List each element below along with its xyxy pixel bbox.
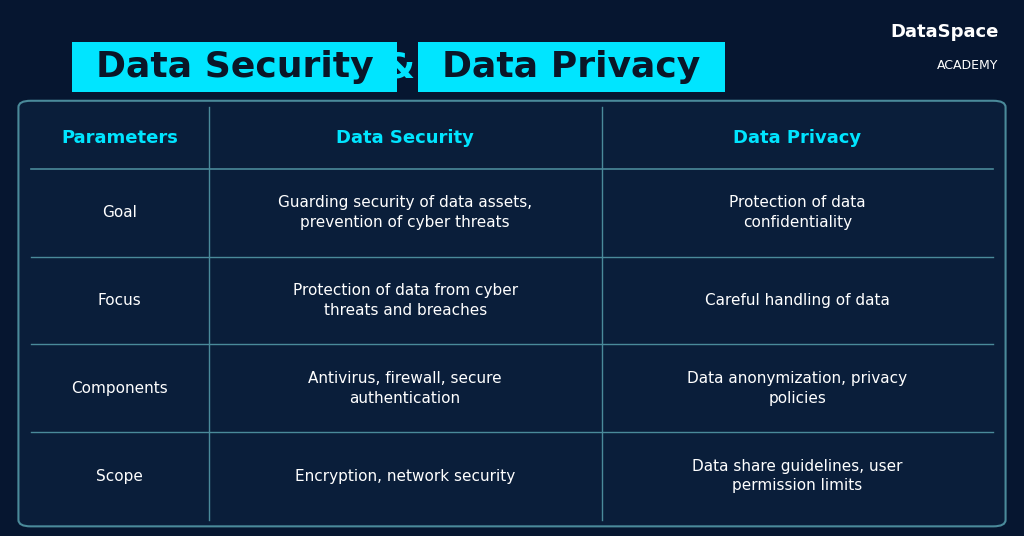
Text: Guarding security of data assets,
prevention of cyber threats: Guarding security of data assets, preven… xyxy=(279,195,532,230)
Text: Encryption, network security: Encryption, network security xyxy=(295,468,515,483)
Text: Data Security: Data Security xyxy=(336,129,474,147)
Text: Antivirus, firewall, secure
authentication: Antivirus, firewall, secure authenticati… xyxy=(308,371,502,406)
Text: Goal: Goal xyxy=(102,205,137,220)
Text: Data Security: Data Security xyxy=(95,50,374,84)
FancyBboxPatch shape xyxy=(418,42,725,92)
FancyBboxPatch shape xyxy=(18,101,1006,526)
Text: Parameters: Parameters xyxy=(61,129,178,147)
Text: DataSpace: DataSpace xyxy=(890,23,998,41)
Text: Data anonymization, privacy
policies: Data anonymization, privacy policies xyxy=(687,371,907,406)
Text: Data share guidelines, user
permission limits: Data share guidelines, user permission l… xyxy=(692,459,902,494)
Text: Protection of data from cyber
threats and breaches: Protection of data from cyber threats an… xyxy=(293,283,518,318)
Text: Data Privacy: Data Privacy xyxy=(442,50,700,84)
Text: ACADEMY: ACADEMY xyxy=(937,59,998,72)
Text: &: & xyxy=(371,50,428,84)
Text: Careful handling of data: Careful handling of data xyxy=(705,293,890,308)
Text: Focus: Focus xyxy=(98,293,141,308)
Text: Data Privacy: Data Privacy xyxy=(733,129,861,147)
Text: Components: Components xyxy=(72,381,168,396)
FancyBboxPatch shape xyxy=(72,42,397,92)
Text: Protection of data
confidentiality: Protection of data confidentiality xyxy=(729,195,865,230)
Text: Scope: Scope xyxy=(96,468,143,483)
